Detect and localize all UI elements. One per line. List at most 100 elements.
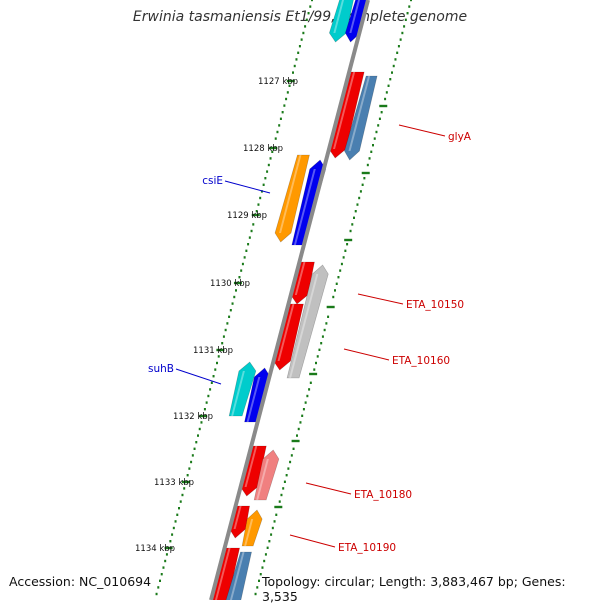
tick-minor-left [200, 421, 203, 424]
gene-csiE-highlight [279, 155, 302, 233]
tick-minor-right [306, 394, 309, 398]
tick-minor-left [214, 368, 217, 371]
tick-minor-right [384, 97, 387, 101]
tick-minor-left [250, 229, 253, 233]
tick-minor-left [235, 289, 238, 292]
tick-minor-right [325, 322, 328, 325]
tick-label: 1129 kbp [227, 211, 267, 221]
tick-minor-right [259, 573, 262, 576]
tick-label: 1134 kbp [135, 544, 175, 554]
gene-cyan-top-highlight [333, 0, 345, 33]
tick-label: 1132 kbp [173, 412, 213, 422]
gene-red-bottom-highlight [214, 548, 231, 600]
tick-minor-right [392, 64, 395, 68]
leader-line-suhB [175, 368, 222, 385]
tick-minor-right [344, 249, 347, 252]
gene-blue-suhB-right-highlight [246, 377, 261, 422]
tick-minor-right [354, 210, 357, 213]
tick-minor-right [321, 335, 324, 338]
gene-blue-top-body [345, 0, 368, 43]
tick-label: 1131 kbp [193, 346, 233, 356]
gene-steel-bottom-highlight [229, 552, 245, 600]
tick-minor-left [243, 256, 246, 259]
gene-label-eta10150: ETA_10150 [406, 299, 464, 311]
tick-minor-left [252, 223, 255, 226]
tick-minor-right [385, 91, 388, 94]
tick-minor-left [266, 170, 269, 173]
tick-minor-right [268, 540, 271, 543]
tick-minor-right [346, 243, 349, 246]
tick-minor-left [305, 18, 308, 21]
tick-minor-left [210, 381, 213, 384]
label-layer: 1127 kbp 1128 kbp 1129 kbp 1130 kbp 1131 kbp… [135, 77, 472, 554]
tick-minor-left [241, 262, 244, 266]
tick-minor-right [375, 130, 378, 134]
gene-label-suhB: suhB [148, 363, 174, 375]
tick-minor-right [332, 295, 335, 299]
gene-ETA-10150-highlight [289, 274, 319, 378]
gene-suhB [228, 361, 257, 417]
gene-suhB-highlight [231, 371, 245, 416]
tick-minor-left [229, 309, 232, 312]
tick-minor-right [404, 18, 407, 21]
tick-minor-left [281, 111, 284, 114]
tick-minor-left [300, 38, 303, 41]
tick-minor-left [171, 533, 174, 536]
gene-red-10180-left-highlight [244, 446, 258, 487]
tick-minor-left [174, 520, 177, 523]
tick-minor-right [302, 408, 305, 411]
tick-minor-right [297, 427, 300, 431]
tick-minor-left [285, 97, 288, 101]
tick-minor-left [276, 130, 279, 134]
gene-label-eta10180: ETA_10180 [354, 489, 412, 501]
gene-ETA-10180-body [253, 449, 280, 501]
tick-minor-right [380, 111, 383, 114]
tick-minor-left [181, 493, 184, 497]
gene-steel-bottom-body [225, 551, 252, 600]
tick-minor-right [406, 12, 409, 15]
tick-minor-right [270, 533, 273, 536]
tick-minor-left [216, 361, 219, 365]
tick-minor-right [387, 84, 390, 87]
tick-label: 1128 kbp [243, 144, 283, 154]
tick-minor-right [318, 348, 321, 351]
tick-minor-right [368, 157, 371, 160]
tick-minor-right [264, 553, 267, 556]
tick-minor-left [247, 243, 250, 246]
tick-minor-right [399, 38, 402, 41]
gene-label-eta10160: ETA_10160 [392, 355, 450, 367]
tick-minor-right [254, 592, 257, 596]
gene-label-glyA: glyA [448, 131, 472, 143]
gene-red-10190-left-highlight [233, 506, 242, 529]
tick-minor-left [159, 579, 162, 582]
tick-minor-left [186, 474, 189, 477]
tick-minor-right [370, 150, 373, 153]
tick-minor-right [316, 355, 319, 358]
tick-minor-right [282, 487, 285, 490]
tick-minor-right [283, 480, 286, 483]
tick-label: 1127 kbp [258, 77, 298, 87]
tick-minor-right [377, 124, 380, 127]
tick-minor-left [165, 553, 168, 556]
tick-minor-right [361, 183, 364, 186]
tick-minor-left [231, 302, 234, 305]
gene-label-eta10190: ETA_10190 [338, 542, 396, 554]
tick-minor-right [363, 177, 366, 180]
tick-minor-right [410, 0, 412, 2]
tick-minor-right [256, 586, 259, 589]
gene-red-glyA-left-highlight [333, 72, 356, 149]
tick-minor-right [342, 256, 345, 259]
leader-line-csiE [224, 180, 271, 194]
tick-minor-right [299, 421, 302, 424]
tick-minor-right [266, 546, 269, 549]
tick-minor-left [160, 573, 163, 576]
tick-minor-right [356, 203, 359, 206]
tick-minor-left [240, 269, 243, 272]
tick-minor-right [403, 25, 406, 28]
tick-minor-right [261, 566, 264, 569]
gene-ETA-10180 [253, 449, 280, 501]
tick-minor-left [188, 467, 191, 470]
tick-minor-left [262, 183, 265, 186]
map-title: Erwinia tasmaniensis Et1/99, complete ge… [132, 9, 468, 25]
tick-minor-right [258, 579, 261, 582]
